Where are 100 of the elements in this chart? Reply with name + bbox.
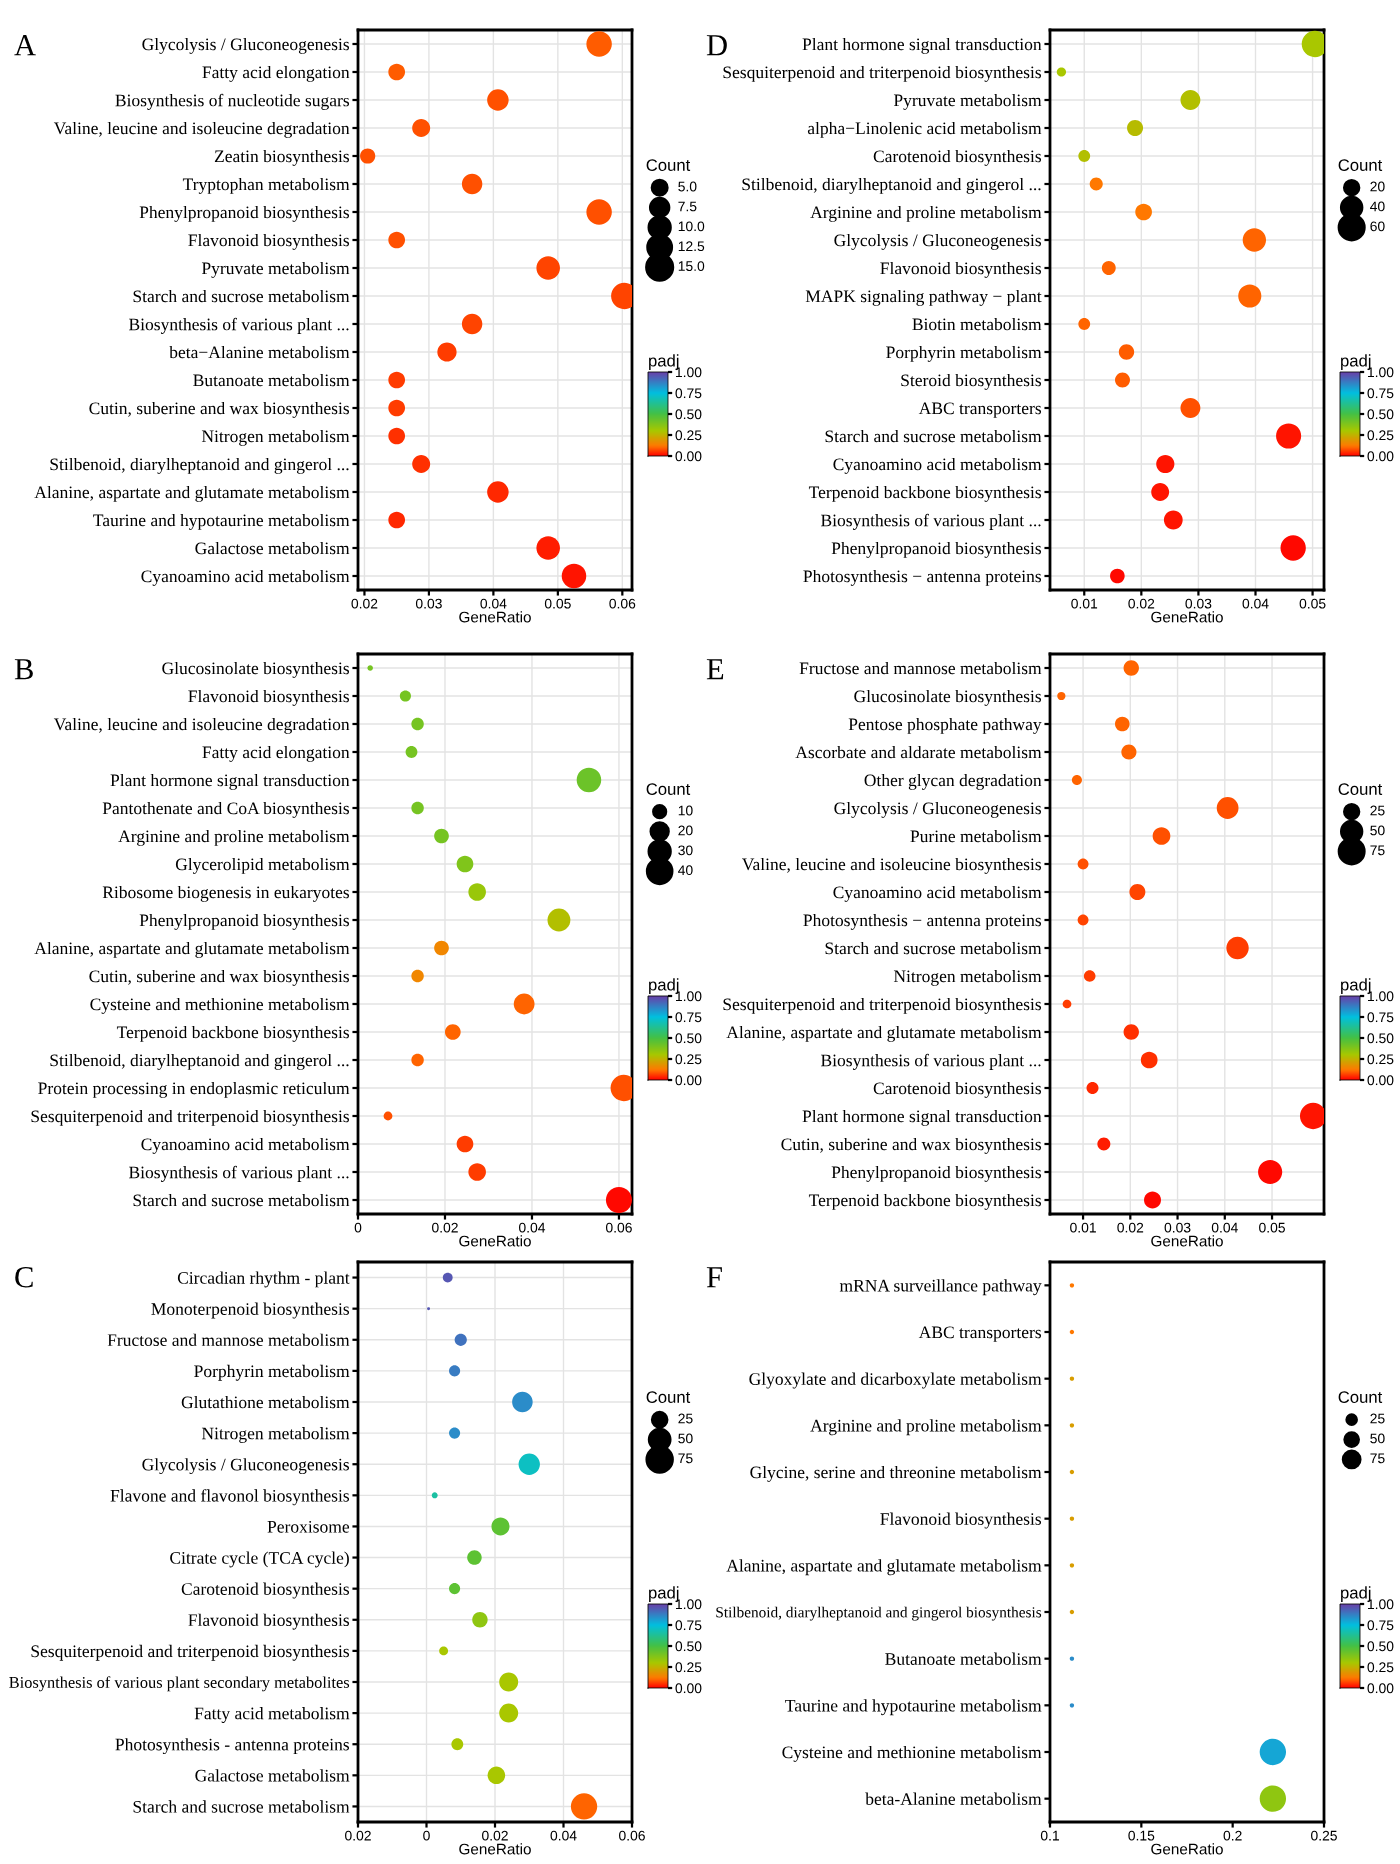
y-tick-label: Starch and sucrose metabolism (133, 289, 350, 303)
y-tick-label: Glycolysis / Gluconeogenesis (834, 233, 1042, 250)
y-tick-label: Alanine, aspartate and glutamate metabolism (34, 485, 350, 502)
y-tick-label: Peroxisome (267, 1520, 350, 1533)
y-tick-label: Cysteine and methionine metabolism (782, 1745, 1042, 1762)
color-bar-title: padj (1341, 978, 1371, 994)
y-tick-label: Glutathione metabolism (181, 1395, 350, 1409)
y-tick-label: Glycolysis / Gluconeogenesis (834, 801, 1042, 818)
y-tick-label: Monoterpenoid biosynthesis (151, 1302, 350, 1319)
text: C (15, 1266, 33, 1288)
y-tick-label: Glycolysis / Gluconeogenesis (142, 1458, 350, 1475)
y-tick-label: Butanoate metabolism (193, 373, 350, 387)
y-tick-label: Sesquiterpenoid and triterpenoid biosynthesis (723, 997, 1042, 1014)
y-tick-label: ABC transporters (918, 402, 1042, 418)
y-tick-label: Starch and sucrose metabolism (825, 429, 1042, 443)
text: F (706, 1267, 722, 1288)
y-tick-label: Steroid biosynthesis (901, 373, 1042, 390)
y-tick-label: Carotenoid biosynthesis (181, 1582, 350, 1599)
y-tick-label: Plant hormone signal transduction (802, 37, 1042, 54)
y-tick-label: Cutin, suberine and wax biosynthesis (781, 1137, 1042, 1154)
y-tick-label: Starch and sucrose metabolism (133, 1193, 350, 1207)
y-tick-label: Fatty acid elongation (202, 745, 350, 762)
y-tick-label: Flavonoid biosynthesis (188, 1613, 350, 1630)
y-tick-label: Biosynthesis of nucleotide sugars (115, 93, 350, 110)
y-tick-label: alpha−Linolenic acid metabolism (807, 121, 1042, 138)
y-tick-label: Glycerolipid metabolism (175, 857, 350, 874)
y-tick-label: Pentose phosphate pathway (848, 717, 1042, 734)
y-tick-label: Cysteine and methionine metabolism (90, 997, 350, 1014)
legend-title: Count (1338, 1391, 1383, 1403)
y-tick-label: Arginine and proline metabolism (810, 205, 1042, 222)
y-tick-label: Porphyrin metabolism (194, 1364, 350, 1381)
y-tick-label: MAPK signaling pathway − plant (805, 289, 1042, 306)
y-tick-label: Protein processing in endoplasmic reticulum (38, 1081, 350, 1098)
y-tick-label: Biosynthesis of various plant ... (821, 1053, 1041, 1070)
y-tick-label: Nitrogen metabolism (201, 1427, 350, 1443)
y-tick-label: Arginine and proline metabolism (810, 1419, 1042, 1436)
y-tick-label: Fatty acid elongation (202, 65, 350, 82)
y-tick-label: Glyoxylate and dicarboxylate metabolism (749, 1372, 1042, 1389)
y-tick-label: Biotin metabolism (912, 317, 1042, 331)
y-tick-label: Phenylpropanoid biosynthesis (831, 541, 1042, 558)
y-tick-label: Plant hormone signal transduction (802, 1109, 1042, 1126)
y-tick-label: Sesquiterpenoid and triterpenoid biosynthesis (31, 1109, 350, 1126)
y-tick-label: Nitrogen metabolism (201, 429, 350, 446)
y-tick-label: Taurine and hypotaurine metabolism (93, 513, 350, 530)
y-tick-label: Glycine, serine and threonine metabolism (750, 1465, 1042, 1482)
color-bar-title: padj (1341, 1586, 1371, 1602)
y-tick-label: Ribosome biogenesis in eukaryotes (102, 885, 350, 902)
y-tick-label: Terpenoid backbone biosynthesis (116, 1025, 350, 1042)
y-tick-label: Galactose metabolism (195, 541, 350, 555)
y-tick-label: Fructose and mannose metabolism (799, 661, 1042, 675)
y-tick-label: Biosynthesis of various plant ... (129, 317, 349, 334)
y-tick-label: Phenylpropanoid biosynthesis (831, 1165, 1042, 1182)
y-tick-label: Photosynthesis − antenna proteins (803, 913, 1042, 930)
y-tick-label: Circadian rhythm - plant (177, 1271, 350, 1288)
y-tick-label: Terpenoid backbone biosynthesis (808, 1193, 1042, 1210)
y-tick-label: Stilbenoid, diarylheptanoid and gingerol ... (742, 177, 1041, 194)
y-tick-label: Arginine and proline metabolism (118, 829, 350, 846)
y-tick-label: Ascorbate and aldarate metabolism (795, 745, 1042, 759)
y-tick-label: Cyanoamino acid metabolism (833, 885, 1042, 902)
y-tick-label: Cutin, suberine and wax biosynthesis (89, 401, 350, 418)
text: E (706, 659, 724, 680)
y-tick-label: Terpenoid backbone biosynthesis (808, 485, 1042, 502)
y-tick-label: Flavonoid biosynthesis (188, 689, 350, 706)
y-tick-label: Cyanoamino acid metabolism (833, 457, 1042, 474)
y-tick-label: Citrate cycle (TCA cycle) (170, 1551, 349, 1568)
y-tick-label: Tryptophan metabolism (182, 177, 350, 194)
y-tick-label: Phenylpropanoid biosynthesis (139, 205, 350, 222)
y-tick-label: Flavonoid biosynthesis (880, 261, 1042, 278)
y-tick-label: Glucosinolate biosynthesis (854, 689, 1042, 706)
y-tick-label: Photosynthesis - antenna proteins (115, 1738, 350, 1755)
y-tick-label: Phenylpropanoid biosynthesis (139, 913, 350, 930)
y-tick-label: beta−Alanine metabolism (169, 345, 350, 359)
y-tick-label: Fatty acid metabolism (194, 1707, 350, 1723)
y-tick-label: Carotenoid biosynthesis (873, 149, 1042, 166)
legend-title: Count (1338, 159, 1383, 171)
color-bar-title: padj (649, 1586, 679, 1602)
y-tick-label: Flavonoid biosynthesis (188, 233, 350, 250)
y-tick-label: Alanine, aspartate and glutamate metabolism (726, 1559, 1042, 1576)
y-tick-label: Purine metabolism (910, 829, 1042, 843)
color-bar-title: padj (1341, 354, 1371, 370)
y-tick-label: Glycolysis / Gluconeogenesis (142, 37, 350, 54)
y-tick-label: Nitrogen metabolism (893, 969, 1042, 986)
y-tick-label: Cyanoamino acid metabolism (141, 1137, 350, 1154)
y-tick-label: Flavone and flavonol biosynthesis (110, 1489, 350, 1506)
y-tick-label: Alanine, aspartate and glutamate metabolism (34, 941, 350, 958)
color-bar-title: padj (649, 978, 679, 994)
y-tick-label: Valine, leucine and isoleucine degradation (53, 121, 350, 138)
y-tick-label: Taurine and hypotaurine metabolism (785, 1699, 1042, 1716)
text: D (706, 35, 727, 56)
text: B (14, 659, 33, 680)
y-tick-label: Biosynthesis of various plant ... (821, 513, 1041, 530)
y-tick-label: Carotenoid biosynthesis (873, 1081, 1042, 1098)
y-tick-label: Plant hormone signal transduction (110, 773, 350, 790)
legend-title: Count (646, 783, 691, 795)
y-tick-label: mRNA surveillance pathway (839, 1279, 1042, 1296)
legend-title: Count (1338, 783, 1383, 795)
y-tick-label: Pantothenate and CoA biosynthesis (102, 801, 350, 818)
y-tick-label: Pyruvate metabolism (893, 93, 1042, 110)
y-tick-label: Butanoate metabolism (885, 1652, 1042, 1665)
color-bar-title: padj (649, 354, 679, 370)
